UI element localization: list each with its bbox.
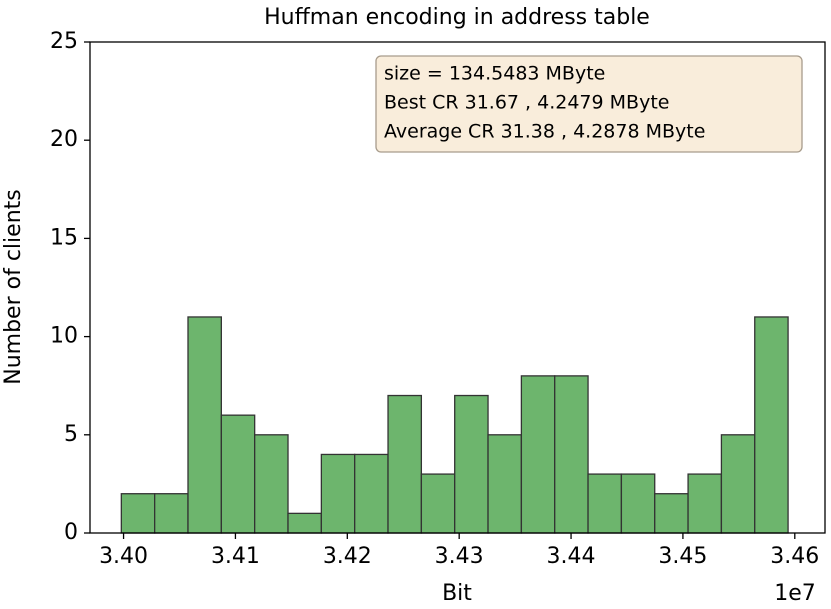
bar <box>487 434 523 534</box>
bar <box>554 375 589 534</box>
x-tick-label: 3.43 <box>435 544 484 569</box>
x-tick-label: 3.42 <box>323 544 372 569</box>
bar <box>120 493 156 534</box>
bar <box>754 316 789 534</box>
plot-frame <box>89 41 826 534</box>
bar <box>687 473 723 534</box>
y-tick-label: 10 <box>50 324 78 349</box>
y-tick-label: 5 <box>64 422 78 447</box>
bar <box>354 453 389 534</box>
annotation-line: size = 134.5483 MByte <box>384 63 605 85</box>
y-axis-label: Number of clients <box>1 189 26 384</box>
bar <box>254 434 289 534</box>
annotation-line: Best CR 31.67 , 4.2479 MByte <box>384 92 669 114</box>
bar <box>420 473 456 534</box>
x-tick-label: 3.46 <box>770 544 819 569</box>
bar <box>387 394 423 534</box>
bar <box>320 453 356 534</box>
bar <box>154 493 189 534</box>
bar <box>520 375 556 534</box>
annotation-box <box>375 55 803 153</box>
bar <box>287 512 323 534</box>
bar <box>187 316 222 534</box>
bar <box>720 434 756 534</box>
bar <box>454 394 489 534</box>
y-tick-label: 15 <box>50 225 78 250</box>
y-tick-label: 20 <box>50 127 78 152</box>
bar <box>620 473 656 534</box>
y-tick-label: 0 <box>64 520 78 545</box>
bar <box>654 493 689 534</box>
bar <box>220 414 256 534</box>
bar <box>587 473 623 534</box>
x-tick-label: 3.40 <box>99 544 148 569</box>
chart-title: Huffman encoding in address table <box>264 5 650 30</box>
x-tick-label: 3.45 <box>658 544 707 569</box>
x-tick-label: 3.44 <box>547 544 596 569</box>
y-tick-label: 25 <box>50 29 78 54</box>
x-axis-label: Bit <box>442 581 472 606</box>
x-offset-label: 1e7 <box>774 581 816 606</box>
annotation-line: Average CR 31.38 , 4.2878 MByte <box>384 121 705 143</box>
x-tick-label: 3.41 <box>211 544 260 569</box>
